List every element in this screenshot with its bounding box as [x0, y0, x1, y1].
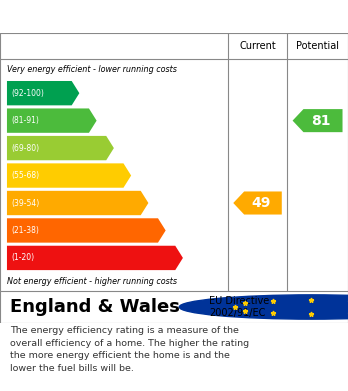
- Text: (21-38): (21-38): [11, 226, 39, 235]
- Text: (39-54): (39-54): [11, 199, 39, 208]
- Polygon shape: [7, 136, 114, 160]
- Text: E: E: [149, 196, 159, 210]
- Text: Not energy efficient - higher running costs: Not energy efficient - higher running co…: [7, 277, 177, 286]
- Text: (69-80): (69-80): [11, 143, 39, 152]
- Text: Potential: Potential: [296, 41, 339, 51]
- Text: D: D: [132, 168, 144, 183]
- Polygon shape: [7, 81, 79, 105]
- Text: Current: Current: [239, 41, 276, 51]
- Polygon shape: [7, 163, 131, 188]
- Text: (92-100): (92-100): [11, 89, 44, 98]
- Text: (81-91): (81-91): [11, 116, 39, 125]
- Text: G: G: [184, 250, 196, 265]
- Text: EU Directive
2002/91/EC: EU Directive 2002/91/EC: [209, 296, 269, 318]
- Text: A: A: [80, 86, 92, 100]
- Text: F: F: [166, 223, 177, 238]
- Text: England & Wales: England & Wales: [10, 298, 180, 316]
- Text: Very energy efficient - lower running costs: Very energy efficient - lower running co…: [7, 65, 177, 74]
- Text: (55-68): (55-68): [11, 171, 39, 180]
- Text: 49: 49: [251, 196, 271, 210]
- Polygon shape: [293, 109, 342, 132]
- Polygon shape: [233, 192, 282, 215]
- Text: Energy Efficiency Rating: Energy Efficiency Rating: [10, 7, 240, 25]
- Text: 81: 81: [311, 114, 331, 127]
- Polygon shape: [7, 246, 183, 270]
- Text: C: C: [114, 141, 126, 156]
- Text: The energy efficiency rating is a measure of the
overall efficiency of a home. T: The energy efficiency rating is a measur…: [10, 326, 250, 373]
- Text: (1-20): (1-20): [11, 253, 34, 262]
- Text: B: B: [97, 113, 109, 128]
- Polygon shape: [7, 191, 148, 215]
- Circle shape: [179, 295, 348, 319]
- Polygon shape: [7, 218, 166, 243]
- Polygon shape: [7, 108, 97, 133]
